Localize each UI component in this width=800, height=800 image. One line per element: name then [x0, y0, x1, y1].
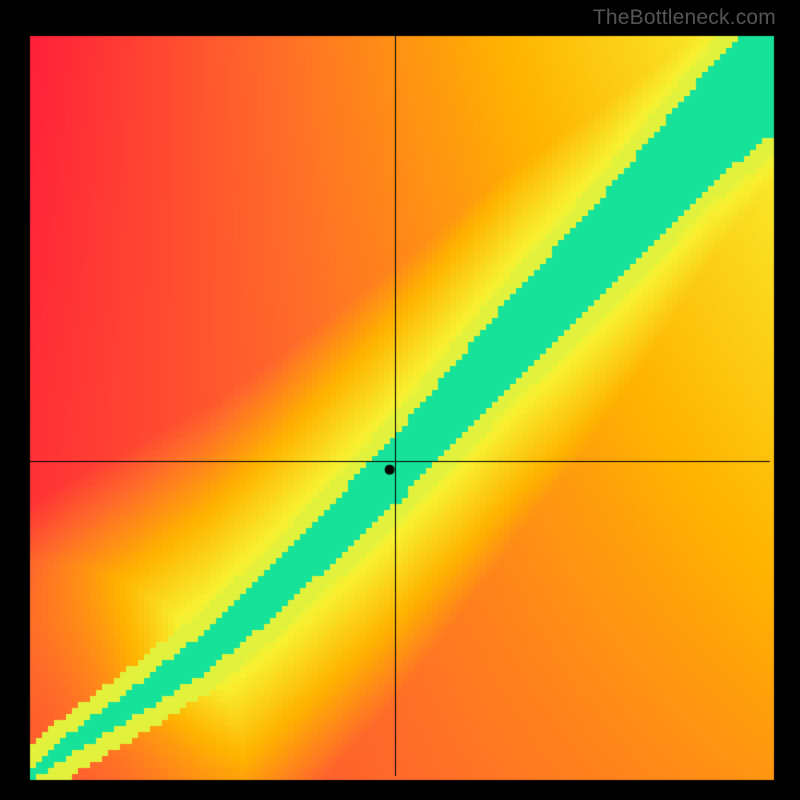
watermark-text: TheBottleneck.com [593, 6, 776, 30]
heatmap-canvas [0, 0, 800, 800]
chart-container: TheBottleneck.com [0, 0, 800, 800]
